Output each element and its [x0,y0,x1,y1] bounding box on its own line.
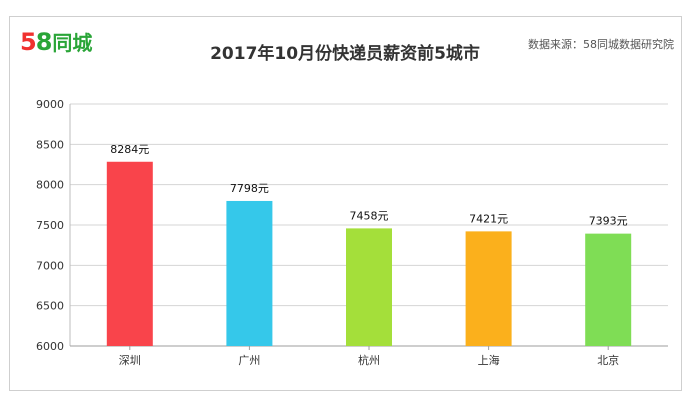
data-label: 8284元 [110,143,149,156]
logo-text: 同城 [52,31,93,55]
y-tick-label: 6500 [36,300,64,313]
y-tick-label: 6000 [36,340,64,353]
x-tick-label: 上海 [478,353,500,367]
x-tick-label: 广州 [238,354,260,367]
data-source: 数据来源：58同城数据研究院 [528,38,674,51]
logo-number: 58 [20,28,52,56]
x-tick-label: 北京 [597,353,619,367]
y-tick-label: 7000 [36,259,64,272]
y-tick-label: 8500 [36,138,64,151]
data-label: 7393元 [589,215,628,228]
bar [226,200,273,346]
y-tick-label: 8000 [36,179,64,192]
bar [465,231,512,346]
data-label: 7798元 [230,182,269,195]
bar [106,161,153,346]
logo-58tongcheng: 58 同城 [20,27,92,57]
data-label: 7458元 [350,209,389,222]
bar [585,233,632,346]
data-label: 7421元 [469,212,508,225]
chart-title: 2017年10月份快递员薪资前5城市 [210,44,480,64]
bar [346,228,392,346]
x-tick-label: 深圳 [119,354,141,367]
y-tick-label: 7500 [36,219,64,232]
x-tick-label: 杭州 [358,353,380,367]
y-tick-label: 9000 [36,98,64,111]
